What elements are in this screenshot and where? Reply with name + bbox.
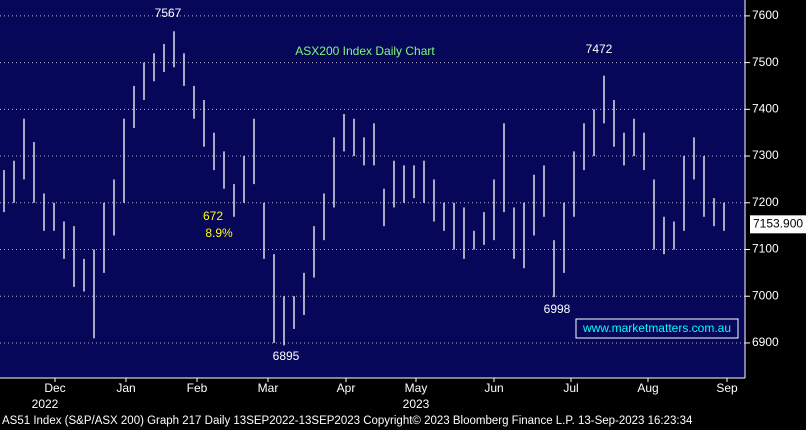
y-tick-label: 7400 bbox=[752, 102, 779, 116]
annotation: 8.9% bbox=[205, 226, 233, 240]
x-tick-label: Apr bbox=[337, 381, 356, 395]
footer: AS51 Index (S&P/ASX 200) Graph 217 Daily… bbox=[2, 415, 693, 427]
y-tick-label: 7000 bbox=[752, 288, 779, 302]
x-tick-label: Jul bbox=[563, 381, 578, 395]
y-tick-label: 7300 bbox=[752, 148, 779, 162]
y-tick-label: 7600 bbox=[752, 8, 779, 22]
x-tick-label: Sep bbox=[716, 381, 738, 395]
annotation: 6895 bbox=[273, 349, 300, 363]
x-tick-label: Mar bbox=[258, 381, 279, 395]
y-tick-label: 7100 bbox=[752, 242, 779, 256]
y-tick-label: 6900 bbox=[752, 335, 779, 349]
annotation: 7567 bbox=[155, 6, 182, 20]
x-tick-label: Feb bbox=[187, 381, 208, 395]
annotation: 6998 bbox=[544, 302, 571, 316]
year-label: 2023 bbox=[403, 397, 430, 411]
annotation: 672 bbox=[203, 209, 223, 223]
last-price-box bbox=[750, 215, 806, 234]
year-label: 2022 bbox=[32, 397, 59, 411]
chart-title: ASX200 Index Daily Chart bbox=[295, 44, 435, 58]
x-tick-label: Jan bbox=[116, 381, 135, 395]
y-tick-label: 7200 bbox=[752, 195, 779, 209]
x-tick-label: Aug bbox=[637, 381, 658, 395]
x-tick-label: Jun bbox=[484, 381, 503, 395]
watermark-box bbox=[575, 318, 739, 339]
y-tick-label: 7500 bbox=[752, 55, 779, 69]
last-price-label: 7153.900 bbox=[753, 216, 803, 230]
watermark: www.marketmatters.com.au bbox=[582, 321, 731, 335]
x-tick-label: Dec bbox=[44, 381, 65, 395]
x-tick-label: May bbox=[405, 381, 428, 395]
annotation: 7472 bbox=[586, 42, 613, 56]
